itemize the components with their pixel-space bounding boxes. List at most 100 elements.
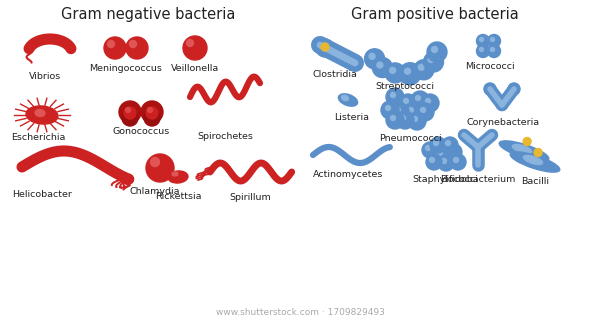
- Circle shape: [416, 103, 434, 121]
- Circle shape: [421, 94, 439, 112]
- Circle shape: [476, 45, 490, 58]
- Circle shape: [122, 110, 138, 126]
- Text: Vibrios: Vibrios: [29, 72, 61, 81]
- Circle shape: [395, 108, 401, 112]
- Circle shape: [442, 159, 446, 163]
- Text: Meningococcus: Meningococcus: [89, 64, 163, 73]
- Circle shape: [399, 94, 417, 112]
- Circle shape: [126, 37, 148, 59]
- Circle shape: [446, 144, 462, 160]
- Circle shape: [151, 158, 160, 166]
- Circle shape: [104, 37, 126, 59]
- Ellipse shape: [35, 110, 45, 117]
- Ellipse shape: [26, 106, 58, 124]
- Circle shape: [119, 101, 141, 123]
- Circle shape: [430, 158, 434, 162]
- Ellipse shape: [512, 144, 532, 153]
- Circle shape: [433, 140, 439, 146]
- Circle shape: [391, 103, 409, 121]
- Circle shape: [373, 58, 392, 78]
- Text: Gonococcus: Gonococcus: [112, 127, 170, 136]
- Circle shape: [434, 147, 450, 163]
- Circle shape: [476, 34, 490, 47]
- Text: Micrococci: Micrococci: [465, 62, 515, 71]
- Circle shape: [479, 47, 484, 51]
- Circle shape: [430, 137, 446, 153]
- Text: Corynebacteria: Corynebacteria: [466, 118, 539, 127]
- Circle shape: [449, 148, 455, 152]
- Circle shape: [391, 93, 395, 97]
- Circle shape: [381, 101, 399, 119]
- Circle shape: [408, 112, 426, 130]
- Text: Helicobacter: Helicobacter: [12, 190, 72, 199]
- Circle shape: [523, 137, 531, 146]
- Circle shape: [404, 68, 410, 74]
- Text: Actinomycetes: Actinomycetes: [313, 170, 383, 179]
- Circle shape: [431, 46, 437, 53]
- Circle shape: [389, 67, 395, 73]
- Circle shape: [438, 155, 454, 171]
- Circle shape: [399, 63, 421, 85]
- Circle shape: [479, 37, 484, 42]
- Circle shape: [404, 98, 409, 103]
- Circle shape: [425, 98, 431, 103]
- Text: Bacilli: Bacilli: [521, 177, 549, 186]
- Circle shape: [401, 115, 406, 121]
- Circle shape: [409, 108, 413, 112]
- Text: www.shutterstock.com · 1709829493: www.shutterstock.com · 1709829493: [215, 308, 385, 317]
- Circle shape: [418, 64, 424, 70]
- Circle shape: [484, 83, 496, 95]
- Circle shape: [386, 88, 404, 106]
- Text: Staphylococci: Staphylococci: [412, 175, 478, 184]
- Ellipse shape: [168, 171, 188, 183]
- Ellipse shape: [341, 95, 349, 101]
- Circle shape: [146, 154, 174, 182]
- Text: Streptococci: Streptococci: [376, 82, 434, 91]
- Text: Spirillum: Spirillum: [229, 193, 271, 202]
- Circle shape: [491, 37, 494, 42]
- Circle shape: [144, 110, 160, 126]
- Text: Bifidobacterium: Bifidobacterium: [440, 175, 515, 184]
- Circle shape: [107, 41, 115, 47]
- Text: Gram positive bacteria: Gram positive bacteria: [351, 7, 519, 22]
- Circle shape: [125, 108, 131, 112]
- Circle shape: [365, 49, 385, 69]
- Circle shape: [425, 146, 431, 150]
- Ellipse shape: [338, 94, 358, 106]
- Circle shape: [316, 39, 334, 57]
- Circle shape: [386, 111, 404, 129]
- Circle shape: [187, 40, 193, 46]
- Circle shape: [141, 101, 163, 123]
- Circle shape: [321, 43, 329, 51]
- Circle shape: [386, 106, 391, 110]
- Circle shape: [437, 150, 443, 155]
- Text: Clostridia: Clostridia: [313, 70, 358, 79]
- Text: Pneumococci: Pneumococci: [379, 134, 442, 143]
- Circle shape: [426, 154, 442, 170]
- Circle shape: [422, 142, 438, 158]
- Circle shape: [146, 107, 158, 119]
- Circle shape: [413, 116, 418, 122]
- Circle shape: [427, 42, 447, 62]
- Circle shape: [450, 154, 466, 170]
- Circle shape: [124, 107, 136, 119]
- Circle shape: [421, 108, 425, 112]
- Circle shape: [414, 60, 434, 80]
- Text: Veillonella: Veillonella: [171, 64, 219, 73]
- Text: Gram negative bacteria: Gram negative bacteria: [61, 7, 235, 22]
- Circle shape: [369, 53, 375, 59]
- Text: Spirochetes: Spirochetes: [197, 132, 253, 141]
- Ellipse shape: [499, 141, 549, 161]
- Circle shape: [487, 34, 500, 47]
- Ellipse shape: [523, 155, 542, 164]
- Circle shape: [130, 41, 137, 47]
- Circle shape: [428, 57, 434, 62]
- Circle shape: [491, 47, 494, 51]
- Circle shape: [442, 137, 458, 153]
- Text: Escherichia: Escherichia: [11, 133, 65, 142]
- Circle shape: [396, 111, 414, 129]
- Circle shape: [415, 96, 421, 100]
- Circle shape: [385, 63, 405, 83]
- Circle shape: [487, 45, 500, 58]
- Circle shape: [424, 52, 443, 72]
